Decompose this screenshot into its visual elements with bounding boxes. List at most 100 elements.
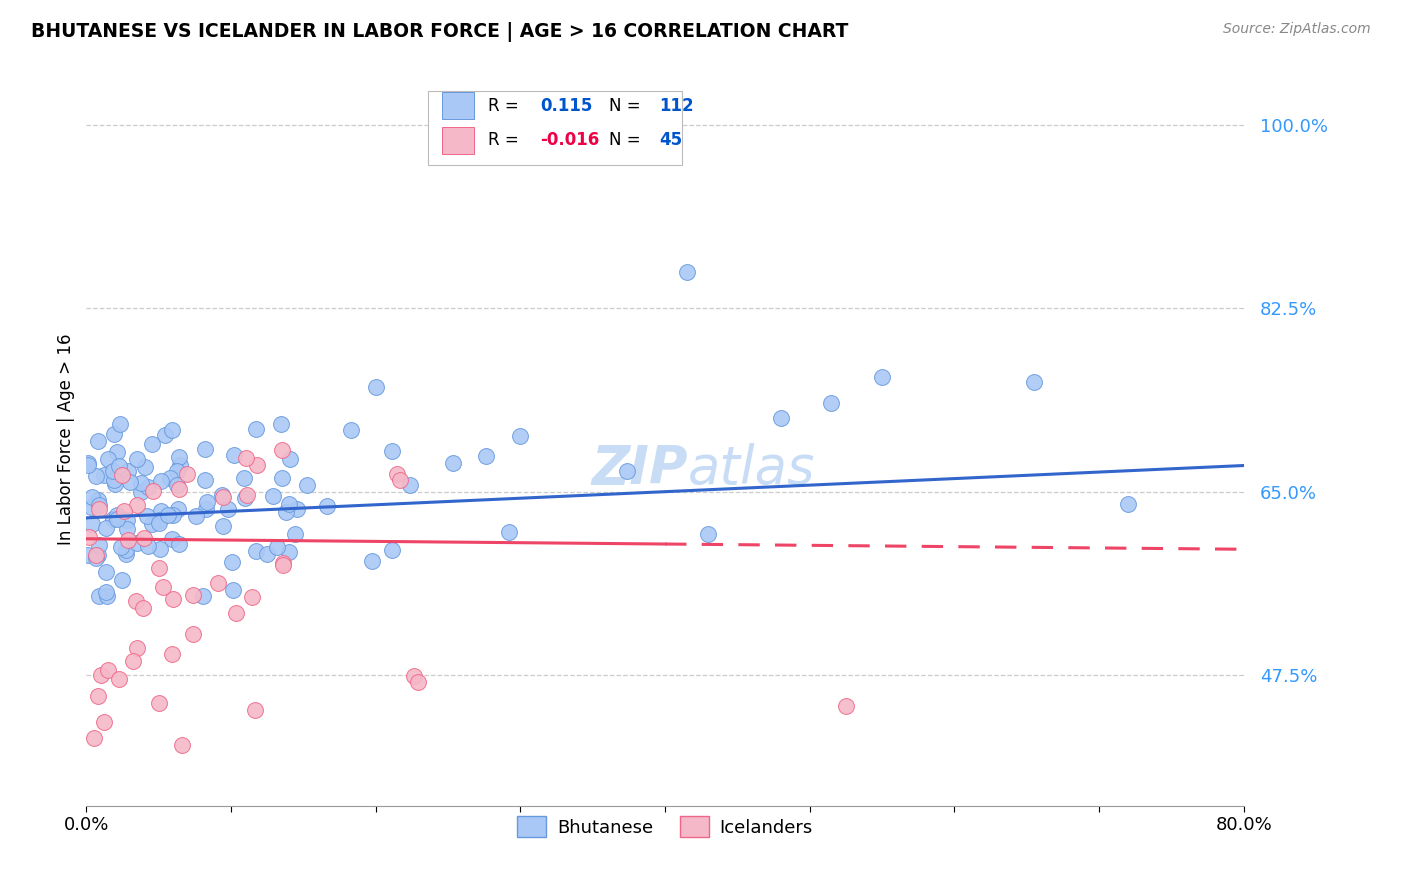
Point	[138, 539, 160, 553]
Text: Source: ZipAtlas.com: Source: ZipAtlas.com	[1223, 22, 1371, 37]
Point	[166, 478, 188, 492]
Point	[93, 714, 115, 729]
Point	[117, 464, 139, 478]
Point	[509, 429, 531, 443]
Point	[115, 548, 138, 562]
Point	[93, 467, 115, 482]
Point	[84, 548, 107, 562]
Point	[86, 434, 108, 448]
Point	[278, 545, 301, 559]
Point	[162, 423, 184, 437]
Point	[136, 508, 159, 523]
Point	[122, 655, 145, 669]
Point	[315, 499, 337, 513]
Point	[103, 474, 125, 488]
Point	[162, 508, 184, 522]
Point	[96, 566, 118, 580]
Point	[212, 519, 235, 533]
Text: BHUTANESE VS ICELANDER IN LABOR FORCE | AGE > 16 CORRELATION CHART: BHUTANESE VS ICELANDER IN LABOR FORCE | …	[31, 22, 848, 42]
Point	[271, 471, 294, 485]
Point	[157, 508, 180, 523]
Point	[103, 426, 125, 441]
Point	[115, 513, 138, 527]
Point	[225, 606, 247, 620]
Point	[148, 696, 170, 710]
Point	[97, 663, 120, 677]
Point	[127, 498, 149, 512]
Point	[159, 471, 181, 485]
Point	[90, 668, 112, 682]
Point	[94, 521, 117, 535]
Point	[105, 508, 128, 523]
Point	[172, 738, 194, 752]
Point	[125, 641, 148, 656]
Y-axis label: In Labor Force | Age > 16: In Labor Force | Age > 16	[58, 334, 75, 545]
Point	[222, 583, 245, 598]
Point	[162, 647, 184, 661]
Point	[105, 512, 128, 526]
Point	[117, 522, 139, 536]
Point	[150, 504, 173, 518]
Point	[278, 497, 301, 511]
Text: 112: 112	[659, 97, 695, 115]
Point	[96, 590, 118, 604]
Point	[340, 423, 363, 437]
Point	[284, 527, 307, 541]
Point	[381, 444, 404, 458]
Point	[271, 556, 294, 570]
Point	[152, 580, 174, 594]
Point	[186, 509, 208, 524]
Text: ZIP: ZIP	[592, 442, 688, 495]
Point	[498, 525, 520, 540]
Point	[96, 452, 118, 467]
Point	[270, 417, 292, 432]
Point	[388, 474, 411, 488]
Point	[245, 702, 267, 716]
Point	[212, 490, 235, 504]
Point	[84, 550, 107, 565]
Point	[256, 547, 278, 561]
Point	[110, 540, 132, 554]
Point	[108, 417, 131, 431]
Text: R =: R =	[488, 97, 519, 115]
Text: R =: R =	[488, 131, 519, 149]
Point	[181, 627, 204, 641]
Text: N =: N =	[609, 97, 641, 115]
Point	[167, 537, 190, 551]
Point	[87, 492, 110, 507]
Point	[101, 464, 124, 478]
Point	[285, 501, 308, 516]
Point	[148, 516, 170, 530]
Point	[835, 699, 858, 714]
FancyBboxPatch shape	[441, 93, 474, 120]
Legend: Bhutanese, Icelanders: Bhutanese, Icelanders	[510, 809, 820, 845]
Point	[233, 471, 256, 485]
Point	[112, 504, 135, 518]
Point	[153, 428, 176, 442]
Point	[132, 531, 155, 545]
Point	[233, 491, 256, 506]
FancyBboxPatch shape	[441, 127, 474, 153]
Point	[222, 448, 245, 462]
Point	[167, 482, 190, 496]
Point	[193, 590, 215, 604]
Point	[399, 478, 422, 492]
Point	[194, 473, 217, 487]
Point	[235, 450, 257, 465]
Point	[441, 456, 464, 470]
Point	[675, 265, 697, 279]
Point	[77, 458, 100, 472]
Point	[87, 689, 110, 703]
Point	[245, 543, 267, 558]
Point	[76, 456, 98, 470]
Point	[87, 549, 110, 563]
Point	[176, 467, 198, 481]
Point	[89, 538, 111, 552]
Point	[474, 449, 496, 463]
Point	[240, 590, 263, 604]
Point	[142, 483, 165, 498]
Point	[217, 502, 239, 516]
Point	[385, 467, 408, 481]
Text: atlas: atlas	[688, 442, 815, 495]
Point	[262, 489, 284, 503]
